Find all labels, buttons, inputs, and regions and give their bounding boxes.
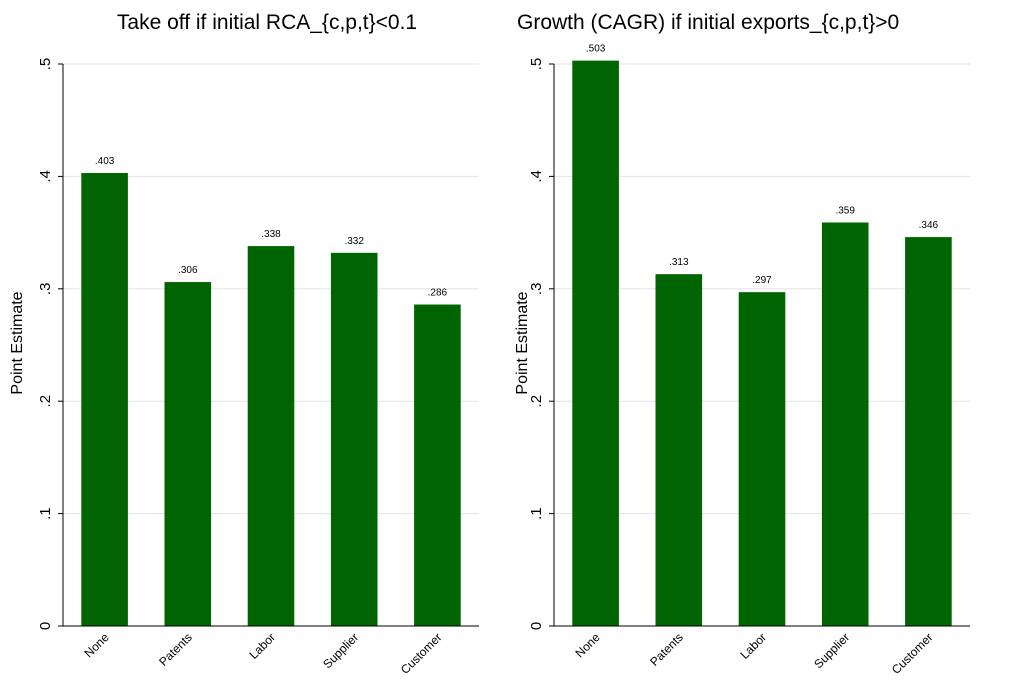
bar-supplier — [330, 252, 378, 626]
bar-none — [81, 173, 128, 626]
bar-labor — [738, 292, 786, 626]
y-tick-label: 0 — [37, 622, 54, 630]
bar-supplier — [821, 222, 869, 626]
data-label: .403 — [95, 156, 115, 167]
chart-panel-2: Growth (CAGR) if initial exports_{c,p,t}… — [514, 11, 970, 677]
bar-labor — [247, 246, 295, 626]
y-tick-label: .4 — [528, 170, 545, 183]
x-tick-label: Supplier — [811, 630, 852, 671]
data-label: .346 — [919, 220, 939, 231]
y-tick-label: .4 — [37, 170, 54, 183]
y-tick-label: .1 — [528, 507, 545, 520]
bar-none — [572, 60, 619, 627]
y-tick-label: .2 — [528, 395, 545, 408]
x-tick-label: None — [573, 630, 603, 660]
x-tick-label: Customer — [398, 630, 445, 677]
y-tick-label: .1 — [37, 507, 54, 520]
x-tick-label: None — [82, 630, 112, 660]
chart-title: Take off if initial RCA_{c,p,t}<0.1 — [117, 11, 417, 34]
x-tick-label: Labor — [738, 630, 770, 662]
y-axis-label: Point Estimate — [9, 291, 26, 394]
y-tick-label: .5 — [528, 58, 545, 71]
data-label: .332 — [344, 236, 364, 247]
data-label: .297 — [752, 275, 772, 286]
y-tick-label: .3 — [528, 283, 545, 296]
bar-patents — [164, 282, 212, 626]
x-tick-label: Customer — [889, 630, 936, 677]
data-label: .359 — [835, 205, 855, 216]
y-tick-label: .3 — [37, 283, 54, 296]
x-tick-label: Patents — [647, 630, 686, 669]
x-tick-label: Labor — [247, 630, 279, 662]
data-label: .306 — [178, 265, 198, 276]
chart-panel-1: Take off if initial RCA_{c,p,t}<0.1 0 .1 .2… — [9, 11, 479, 677]
x-tick-label: Supplier — [320, 630, 361, 671]
bar-customer — [905, 237, 952, 626]
y-tick-label: 0 — [528, 622, 545, 630]
x-tick-label: Patents — [156, 630, 195, 669]
bar-customer — [414, 304, 461, 626]
y-tick-label: .2 — [37, 395, 54, 408]
data-label: .503 — [586, 44, 606, 55]
chart-title: Growth (CAGR) if initial exports_{c,p,t}… — [517, 11, 899, 34]
data-label: .286 — [428, 288, 448, 299]
data-label: .338 — [261, 229, 281, 240]
bar-patents — [655, 274, 703, 626]
y-tick-label: .5 — [37, 58, 54, 71]
data-label: .313 — [669, 257, 689, 268]
y-axis-label: Point Estimate — [514, 291, 531, 394]
